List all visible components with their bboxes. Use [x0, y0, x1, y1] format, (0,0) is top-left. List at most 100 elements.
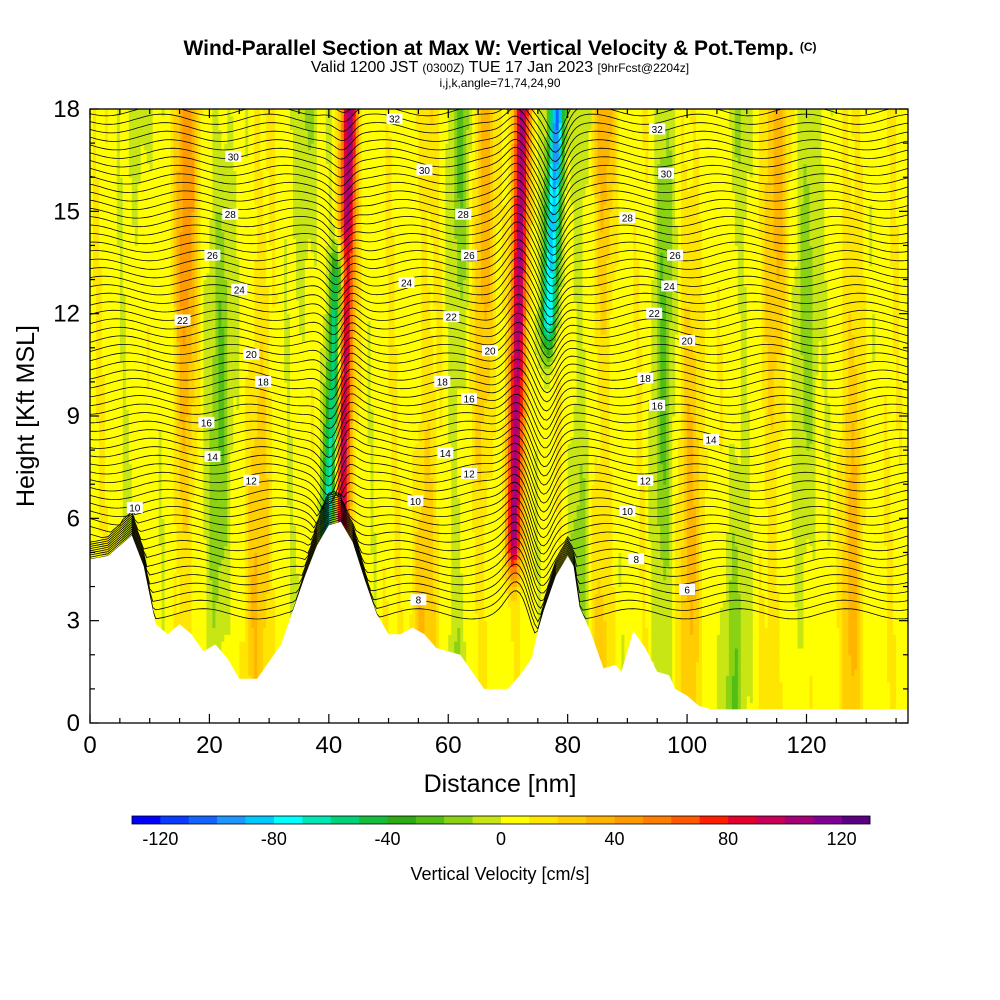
theta-contour-line: [90, 506, 908, 586]
theta-contour-line: [90, 497, 908, 555]
theta-contour-line: [90, 504, 908, 579]
colorbar-swatch: [273, 816, 303, 824]
colorbar-title: Vertical Velocity [cm/s]: [410, 864, 589, 884]
theta-label-text: 20: [682, 337, 694, 348]
theta-contour-line: [90, 426, 908, 477]
colorbar-swatch: [472, 816, 502, 824]
colorbar-tick-label: -80: [261, 829, 287, 849]
theta-label-text: 16: [464, 394, 476, 405]
colorbar-swatch: [699, 816, 729, 824]
theta-contour-line: [90, 434, 908, 486]
theta-contour-line: [90, 331, 908, 376]
theta-label: 30: [416, 164, 433, 177]
theta-contour-line: [90, 115, 908, 172]
theta-label: 16: [198, 416, 215, 429]
axes: 0 20 40 60 80 100 120 0 3 6 9 12 15 18: [53, 96, 908, 759]
theta-label-text: 10: [410, 497, 422, 508]
colorbar-swatch: [784, 816, 814, 824]
theta-label: 18: [434, 375, 451, 388]
theta-contour-line: [90, 162, 908, 224]
theta-label: 10: [619, 505, 636, 518]
theta-contour-line: [90, 109, 908, 153]
x-tick-label: 120: [786, 732, 826, 759]
theta-contour-line: [90, 393, 908, 439]
theta-label: 22: [174, 314, 191, 327]
theta-contour-line: [90, 502, 908, 571]
theta-contour-line: [90, 367, 908, 412]
theta-label: 20: [679, 335, 696, 348]
theta-label-text: 28: [458, 210, 470, 221]
theta-contour-line: [90, 349, 908, 394]
theta-contour-line: [90, 442, 908, 495]
theta-contour-line: [90, 466, 908, 522]
colorbar-tick-label: 120: [827, 829, 857, 849]
theta-label-text: 28: [225, 210, 237, 221]
theta-contours: [90, 109, 908, 634]
theta-contour-line: [90, 294, 908, 342]
theta-label: 22: [646, 307, 663, 320]
theta-label: 20: [482, 345, 498, 358]
theta-label-text: 32: [652, 125, 664, 136]
theta-label: 24: [231, 283, 248, 296]
theta-contour-line: [90, 458, 908, 513]
theta-contour-line: [90, 170, 908, 232]
colorbar-swatch: [813, 816, 842, 824]
theta-contour-line: [90, 239, 908, 295]
terrain-shape: [90, 521, 908, 723]
colorbar-swatch: [387, 816, 417, 824]
theta-label: 6: [679, 584, 696, 597]
theta-label: 28: [455, 208, 472, 221]
theta-contour-line: [90, 221, 908, 280]
theta-label: 16: [649, 399, 666, 412]
theta-label-text: 20: [246, 350, 258, 361]
theta-label-text: 12: [640, 476, 652, 487]
theta-label-text: 30: [228, 152, 240, 163]
colorbar-swatch: [330, 816, 360, 824]
x-tick-label: 100: [667, 732, 707, 759]
colorbar-swatch: [529, 816, 559, 824]
y-tick-label: 15: [53, 198, 80, 225]
velocity-field: [90, 109, 908, 723]
theta-label-text: 16: [652, 401, 664, 412]
theta-label: 30: [658, 167, 675, 180]
theta-label-text: 6: [684, 586, 690, 597]
colorbar-tick-label: 80: [718, 829, 738, 849]
theta-label-text: 26: [207, 251, 219, 262]
chart-title: Wind-Parallel Section at Max W: Vertical…: [183, 37, 817, 60]
theta-contour-line: [90, 512, 908, 610]
theta-label-text: 10: [129, 504, 141, 515]
theta-label-text: 16: [201, 418, 213, 429]
theta-label: 20: [243, 348, 260, 361]
theta-label: 12: [243, 474, 260, 487]
colorbar-tick-label: -40: [374, 829, 400, 849]
theta-contour-line: [90, 340, 908, 385]
theta-label-text: 24: [401, 279, 413, 290]
theta-contour-line: [90, 257, 908, 310]
theta-contour-line: [90, 410, 908, 458]
colorbar-frame: [131, 815, 871, 825]
theta-label: 10: [126, 502, 143, 515]
theta-label-text: 24: [664, 282, 676, 293]
theta-contour-line: [90, 519, 908, 630]
theta-contour-line: [90, 248, 908, 302]
colorbar-swatch: [501, 816, 530, 824]
theta-label-text: 22: [446, 313, 458, 324]
x-tick-label: 0: [83, 732, 96, 759]
theta-label: 8: [410, 594, 427, 607]
x-tick-label: 20: [196, 732, 223, 759]
colorbar-swatch: [557, 816, 587, 824]
theta-contour-line: [90, 450, 908, 504]
theta-label: 26: [461, 249, 478, 262]
colorbar-swatch: [671, 816, 700, 824]
colorbar-swatch: [586, 816, 615, 824]
theta-label: 12: [637, 474, 654, 487]
theta-label-text: 26: [670, 251, 682, 262]
theta-contour-line: [90, 322, 908, 367]
colorbar-tick-label: -120: [142, 829, 178, 849]
y-tick-label: 0: [67, 710, 80, 737]
theta-contour-line: [90, 510, 908, 602]
theta-contour-line: [90, 384, 908, 430]
theta-contour-line: [90, 481, 908, 539]
chart-subtitle: Valid 1200 JST (0300Z) TUE 17 Jan 2023 […: [310, 59, 690, 76]
